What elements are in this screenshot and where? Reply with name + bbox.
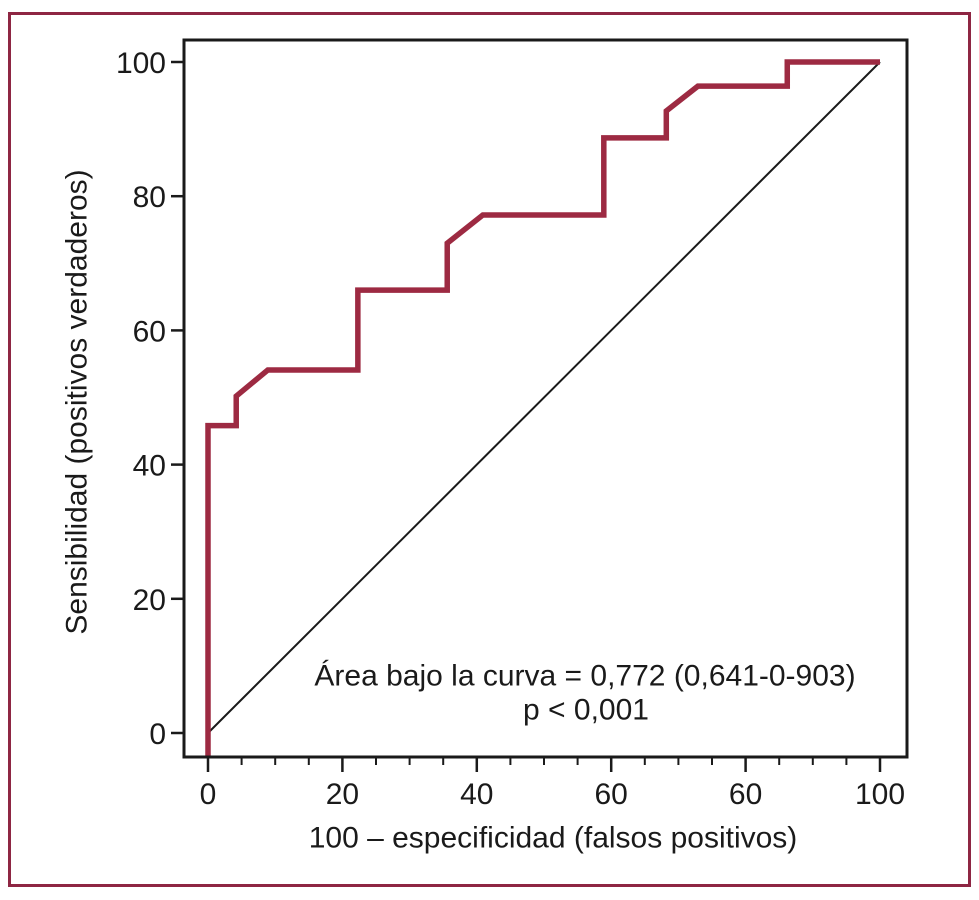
y-axis-label: Sensibilidad (positivos verdaderos) [60,169,94,635]
x-tick-label: 0 [200,778,217,811]
y-tick-label: 100 [116,47,166,80]
x-axis-label: 100 – especificidad (falsos positivos) [308,821,798,855]
auc-annotation: Área bajo la curva = 0,772 (0,641-0-903) [314,659,856,693]
y-tick-label: 0 [149,718,166,751]
x-tick-label: 20 [326,778,359,811]
reference-diagonal-line [207,61,881,734]
y-tick-label: 60 [133,315,166,348]
p-value-annotation: p < 0,001 [523,693,649,727]
y-tick-label: 20 [133,584,166,617]
x-tick-label: 60 [595,778,628,811]
x-tick-label: 100 [855,778,905,811]
figure-border [8,12,971,887]
roc-curve-line [205,59,880,757]
y-tick-label: 80 [133,181,166,214]
plot-frame [182,38,909,759]
y-tick-label: 40 [133,450,166,483]
x-tick-label: 40 [460,778,493,811]
x-tick-label: 60 [729,778,762,811]
